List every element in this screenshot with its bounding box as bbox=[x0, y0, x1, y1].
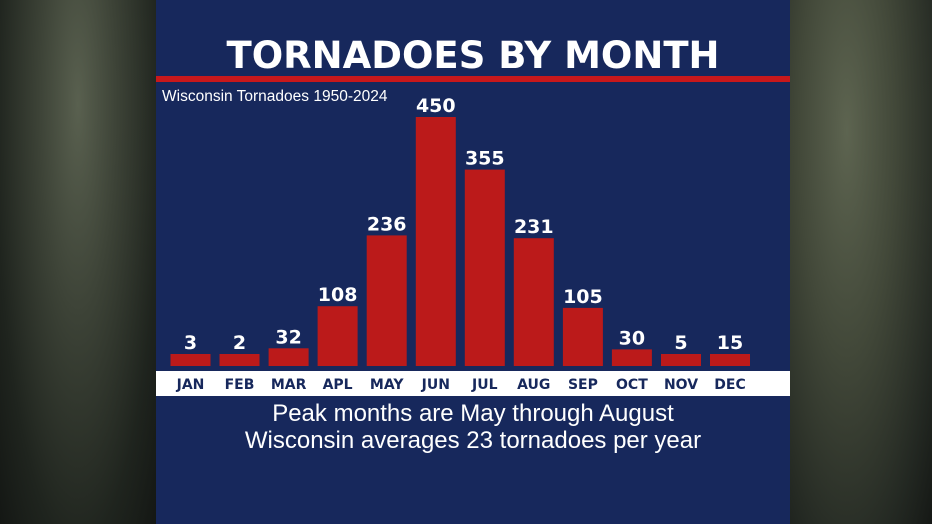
footnote-average: Wisconsin averages 23 tornadoes per year bbox=[244, 427, 702, 454]
tick-label-mar: MAR bbox=[271, 377, 307, 393]
tick-label-apl: APL bbox=[323, 377, 353, 393]
tick-label-nov: NOV bbox=[664, 377, 698, 393]
title-divider bbox=[156, 76, 790, 82]
tick-label-jan: JAN bbox=[176, 377, 205, 393]
tick-label-jul: JUL bbox=[471, 377, 498, 393]
chart-panel: TORNADOES BY MONTH Wisconsin Tornadoes 1… bbox=[156, 0, 790, 524]
bar-nov bbox=[661, 354, 701, 366]
tick-label-oct: OCT bbox=[616, 377, 648, 393]
data-label-nov: 5 bbox=[674, 332, 687, 354]
bar-jun bbox=[415, 117, 456, 366]
tick-label-may: MAY bbox=[370, 377, 404, 393]
data-label-may: 236 bbox=[367, 213, 407, 235]
bar-may bbox=[366, 235, 407, 366]
data-label-sep: 105 bbox=[563, 286, 603, 308]
data-label-dec: 15 bbox=[717, 332, 743, 354]
data-label-mar: 32 bbox=[275, 326, 301, 348]
chart-title: TORNADOES BY MONTH bbox=[226, 34, 720, 77]
bar-oct bbox=[611, 349, 652, 366]
tick-label-aug: AUG bbox=[517, 377, 550, 393]
storm-sky-left bbox=[0, 0, 156, 524]
storm-sky-right bbox=[790, 0, 932, 524]
bar-feb bbox=[219, 354, 260, 366]
bar-mar bbox=[268, 348, 309, 366]
bar-sep bbox=[562, 307, 603, 366]
chart-subtitle: Wisconsin Tornadoes 1950-2024 bbox=[162, 88, 388, 105]
bar-chart: 3 JAN 2 FEB 32 MAR 108 APL 236 MAY 450 JUN 355 JUL 231… bbox=[170, 95, 750, 393]
bar-apl bbox=[317, 306, 358, 366]
bar-aug bbox=[513, 238, 554, 366]
data-label-jul: 355 bbox=[465, 148, 505, 170]
bar-jul bbox=[464, 169, 505, 366]
tick-label-jun: JUN bbox=[421, 377, 450, 393]
tick-label-sep: SEP bbox=[568, 377, 598, 393]
footnote-peak: Peak months are May through August bbox=[272, 400, 674, 427]
data-label-aug: 231 bbox=[514, 216, 554, 238]
data-label-jun: 450 bbox=[416, 95, 456, 117]
tick-label-dec: DEC bbox=[714, 377, 745, 393]
x-axis-band bbox=[156, 371, 790, 396]
data-label-oct: 30 bbox=[619, 327, 645, 349]
data-label-jan: 3 bbox=[184, 332, 197, 354]
tick-label-feb: FEB bbox=[225, 377, 255, 393]
data-label-feb: 2 bbox=[233, 332, 246, 354]
bar-jan bbox=[170, 354, 211, 366]
data-label-apl: 108 bbox=[318, 284, 358, 306]
bar-dec bbox=[710, 354, 750, 366]
